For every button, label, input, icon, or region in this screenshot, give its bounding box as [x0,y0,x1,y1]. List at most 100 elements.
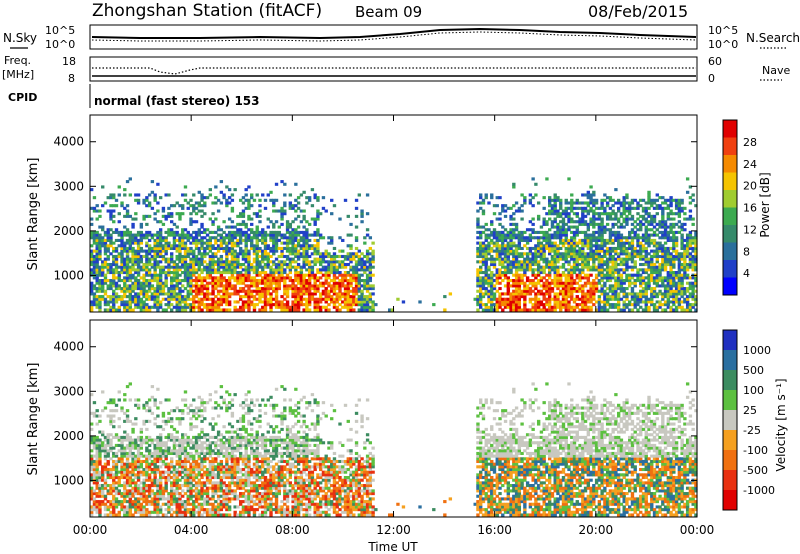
power-cell [514,289,519,293]
power-cell [605,295,610,299]
power-cell [161,265,166,269]
power-cell [550,206,555,210]
power-cell [619,238,624,242]
power-cell [299,209,304,213]
power-cell [261,238,265,242]
power-cell [674,201,679,205]
power-cell [252,260,257,264]
power-cell [545,284,549,288]
power-cell [244,270,248,275]
power-cell [258,262,262,267]
power-cell [156,230,160,234]
power-cell [357,300,361,304]
power-cell [578,252,582,256]
power-cell [225,236,229,240]
power-cell [150,305,155,309]
power-cell [156,308,160,312]
power-cell [586,225,590,229]
power-cell [211,308,215,312]
power-cell [117,265,121,269]
power-cell [181,236,185,240]
power-cell [625,254,629,259]
power-cell [332,276,337,280]
power-cell [517,276,522,280]
power-cell [310,265,315,269]
power-cell [134,252,138,256]
power-cell [644,303,648,307]
power-cell [600,228,604,232]
power-cell [581,193,585,197]
power-cell [302,190,306,194]
power-cell [564,273,568,277]
power-cell [255,270,259,275]
power-cell [567,220,571,224]
power-cell [103,249,108,253]
power-cell [117,244,121,248]
power-cell [285,238,290,242]
power-cell [147,273,152,277]
power-cell [214,284,218,288]
power-cell [227,233,232,237]
power-cell [586,222,590,226]
power-cell [661,212,665,216]
power-cell [517,252,522,256]
power-cell [570,295,574,299]
power-cell [313,249,317,253]
power-cell [443,295,447,299]
power-cell [349,273,353,277]
power-cell [258,220,262,224]
power-cell [106,244,110,248]
power-cell [250,292,254,296]
power-cell [523,262,527,267]
power-cell [247,268,251,272]
power-cell [255,212,259,216]
power-cell [263,198,268,202]
power-cell [531,260,535,264]
power-cell [539,268,544,272]
power-cell [548,284,552,288]
power-cell [583,233,588,237]
power-cell [685,254,690,259]
power-cell [592,262,596,267]
power-cell [556,292,560,296]
power-cell [570,268,574,272]
power-cell [680,276,684,280]
power-cell [639,300,643,304]
power-cell [106,257,110,261]
power-cell [592,268,596,272]
power-cell [663,228,668,232]
power-cell [258,246,262,251]
power-cell [313,252,317,256]
power-cell [633,198,637,202]
power-cell [633,230,637,234]
power-cell [274,241,279,245]
power-cell [525,246,530,251]
power-cell [161,289,166,293]
power-cell [674,297,679,301]
power-cell [114,295,119,299]
power-cell [302,217,306,221]
power-cell [608,241,613,245]
power-cell [603,289,607,293]
power-cell [277,287,281,291]
power-cell [183,236,188,240]
power-cell [261,260,265,264]
power-cell [269,230,273,234]
power-cell [503,260,508,264]
power-cell [128,276,132,280]
power-cell [216,257,221,261]
power-cell [506,244,510,248]
power-cell [330,284,334,288]
power-cell [575,241,579,245]
power-cell [158,228,163,232]
power-cell [269,279,273,283]
power-cell [310,188,315,192]
power-cell [178,279,182,283]
power-cell [600,260,604,264]
power-cell [136,268,141,272]
power-cell [103,241,108,245]
power-cell [534,276,538,280]
power-cell [592,289,596,293]
power-cell [589,305,593,309]
power-cell [600,300,604,304]
